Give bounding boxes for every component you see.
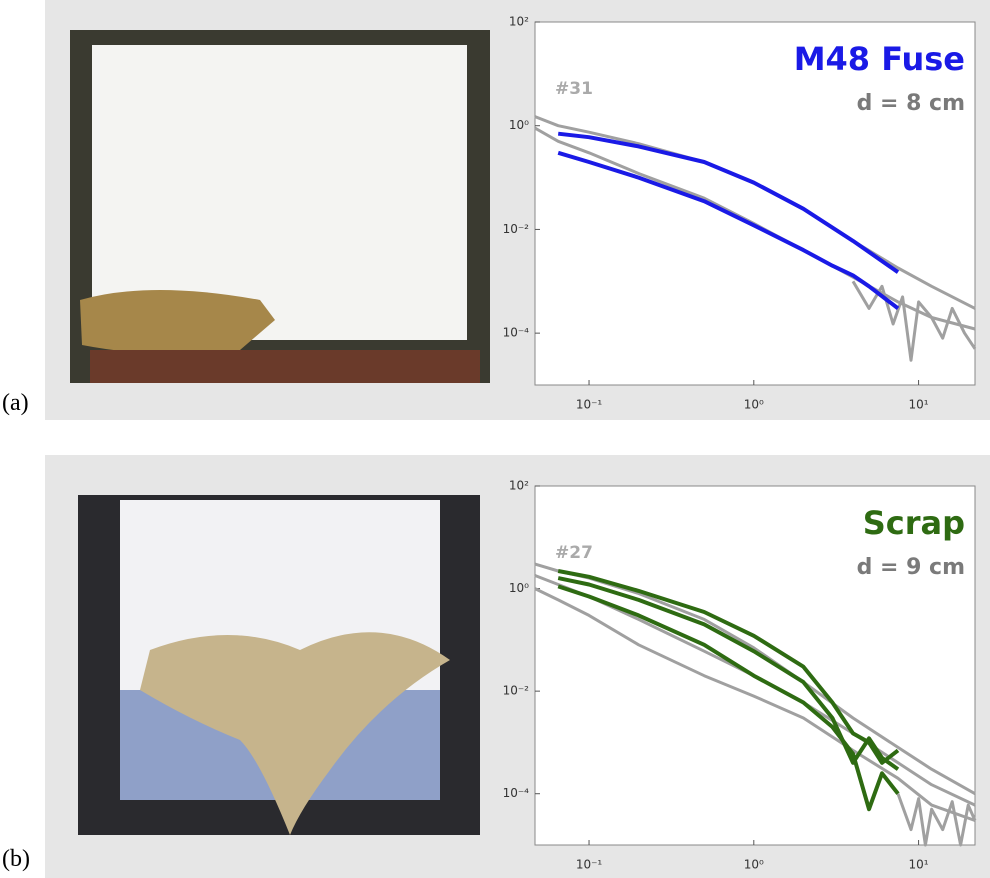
x-tick-label: 10⁻¹ (576, 858, 603, 872)
plot-area (534, 485, 976, 846)
series-line (557, 584, 900, 812)
photo-a (70, 30, 490, 383)
x-tick-label: 10⁰ (744, 398, 764, 412)
chart-subtitle: d = 8 cm (857, 91, 965, 116)
chart-title: Scrap (863, 504, 965, 542)
panel-label: (b) (2, 846, 30, 872)
x-tick-label: 10⁰ (744, 858, 764, 872)
y-tick-label: 10⁰ (509, 118, 529, 132)
x-tick-label: 10¹ (909, 398, 929, 412)
y-tick-label: 10⁻⁴ (503, 786, 530, 800)
y-tick-label: 10⁻² (503, 222, 530, 236)
y-tick-label: 10⁻⁴ (503, 326, 530, 340)
series-line (557, 150, 900, 310)
y-tick-label: 10² (509, 15, 529, 29)
annotation: #27 (555, 543, 593, 563)
series-line (851, 280, 977, 362)
y-tick-label: 10⁰ (509, 581, 529, 595)
x-tick-label: 10¹ (909, 858, 929, 872)
series-line (557, 569, 900, 765)
x-tick-label: 10⁻¹ (576, 398, 603, 412)
annotation: #31 (555, 79, 593, 99)
series-line (557, 576, 900, 771)
y-tick-label: 10⁻² (503, 684, 530, 698)
chart-subtitle: d = 9 cm (857, 555, 965, 580)
chart-title: M48 Fuse (794, 40, 965, 78)
series-line (896, 793, 977, 847)
photo-b (78, 495, 480, 835)
series-line (557, 131, 900, 274)
panel-label: (a) (2, 390, 29, 416)
plot-area (534, 21, 976, 386)
series-line (534, 587, 976, 822)
y-tick-label: 10² (509, 479, 529, 493)
